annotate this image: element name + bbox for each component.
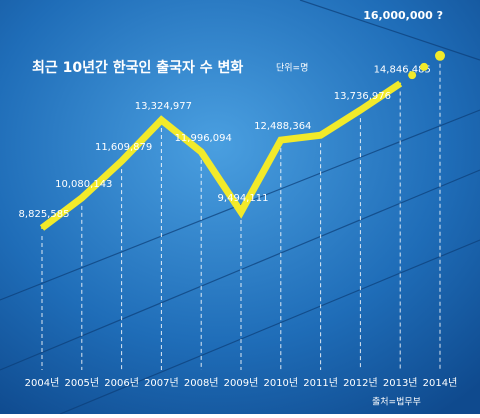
x-tick-label: 2004년 xyxy=(25,377,60,389)
line xyxy=(39,80,403,231)
point xyxy=(279,139,282,142)
projection-dot xyxy=(420,62,429,71)
source: 출처=법무부 xyxy=(372,396,421,408)
point xyxy=(319,134,322,137)
x-tick-label: 2007년 xyxy=(144,377,179,389)
x-tick-label: 2008년 xyxy=(184,377,219,389)
data-label: 14,846,485 xyxy=(374,64,431,75)
point xyxy=(435,50,445,61)
point xyxy=(80,196,83,199)
point xyxy=(399,82,402,85)
point xyxy=(200,150,203,153)
x-tick-label: 2013년 xyxy=(383,377,418,389)
projection-dot xyxy=(408,71,417,80)
point xyxy=(240,210,242,213)
point xyxy=(160,119,163,121)
x-tick-label: 2012년 xyxy=(343,377,378,389)
x-tick-label: 2011년 xyxy=(303,377,338,389)
data-label: 13,324,977 xyxy=(135,101,192,112)
data-label: 13,736,976 xyxy=(334,91,391,102)
x-tick-label: 2014년 xyxy=(423,377,458,389)
point xyxy=(359,109,362,112)
x-tick-label: 2010년 xyxy=(263,377,298,389)
data-label: 12,488,364 xyxy=(254,121,311,132)
x-tick-label: 2009년 xyxy=(224,377,259,389)
point xyxy=(41,227,43,229)
unit-note: 단위=명 xyxy=(276,63,308,74)
data-label: 11,609,879 xyxy=(95,142,152,153)
point xyxy=(120,160,123,163)
data-label: 16,000,000 ? xyxy=(363,9,443,22)
data-label: 8,825,585 xyxy=(19,209,70,220)
chart-title: 최근 10년간 한국인 출국자 수 변화 xyxy=(32,59,243,76)
x-tick-label: 2006년 xyxy=(104,377,139,389)
data-label: 10,080,143 xyxy=(55,179,112,190)
data-label: 11,996,094 xyxy=(175,133,232,144)
data-label: 9,494,111 xyxy=(218,193,269,204)
x-tick-label: 2005년 xyxy=(64,377,99,389)
